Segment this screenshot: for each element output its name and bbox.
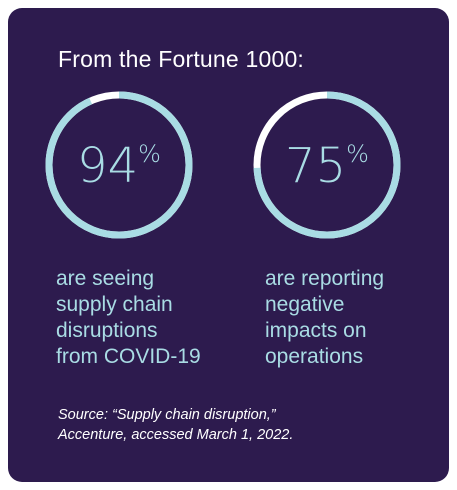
donut-1-value-arc (45, 91, 193, 239)
source-citation: Source: “Supply chain disruption,” Accen… (58, 407, 294, 443)
donut-chart-1: 94% (45, 91, 193, 239)
donut-2-unit: % (346, 140, 369, 168)
headline: From the Fortune 1000: (58, 46, 305, 72)
donut-2-caption: are reporting negative impacts on operat… (265, 267, 385, 368)
donut-charts: 94% 75% (45, 91, 401, 239)
donut-1-number: 94 (77, 138, 138, 194)
donut-2-value-label: 75% (285, 138, 369, 194)
donut-chart-2: 75% (253, 91, 401, 239)
donut-1-value-label: 94% (77, 138, 161, 194)
infographic-card: From the Fortune 1000: 94% 75% are seein… (8, 8, 449, 482)
donut-2-value-arc (253, 91, 401, 239)
donut-1-unit: % (138, 140, 161, 168)
donut-2-number: 75 (285, 138, 346, 194)
donut-1-caption: are seeing supply chain disruptions from… (56, 267, 201, 368)
